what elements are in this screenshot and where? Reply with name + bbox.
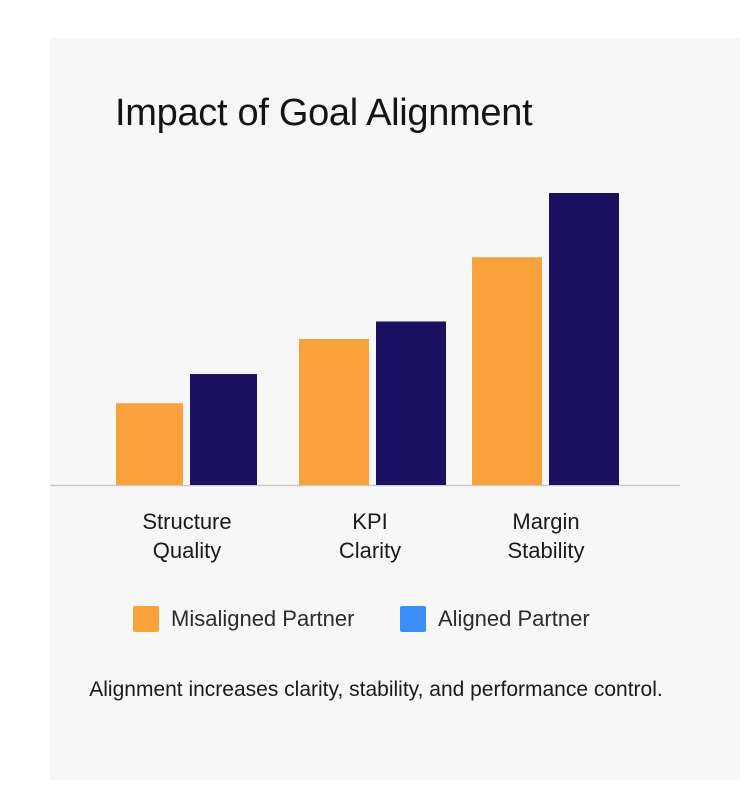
x-tick-label-1: Structure Quality bbox=[142, 509, 231, 563]
bar-misaligned-3 bbox=[472, 257, 542, 485]
bar-misaligned-2 bbox=[299, 339, 369, 485]
bar-chart: Structure Quality KPI Clarity Margin Stabilit… bbox=[50, 193, 680, 563]
bar-aligned-1 bbox=[190, 374, 257, 485]
x-tick-label-3: Margin Stability bbox=[507, 509, 584, 563]
chart-title: Impact of Goal Alignment bbox=[115, 92, 533, 134]
legend-label-aligned: Aligned Partner bbox=[438, 606, 590, 631]
chart-legend: Misaligned Partner Aligned Partner bbox=[0, 604, 752, 634]
legend-item-aligned: Aligned Partner bbox=[400, 604, 590, 634]
legend-swatch-aligned bbox=[400, 606, 426, 632]
x-tick-label-2: KPI Clarity bbox=[339, 509, 401, 563]
legend-item-misaligned: Misaligned Partner bbox=[133, 604, 354, 634]
bar-misaligned-1 bbox=[116, 403, 183, 485]
bar-aligned-2 bbox=[376, 321, 446, 485]
legend-swatch-misaligned bbox=[133, 606, 159, 632]
bar-aligned-3 bbox=[549, 193, 619, 485]
legend-label-misaligned: Misaligned Partner bbox=[171, 606, 355, 631]
chart-caption: Alignment increases clarity, stability, … bbox=[89, 678, 663, 701]
